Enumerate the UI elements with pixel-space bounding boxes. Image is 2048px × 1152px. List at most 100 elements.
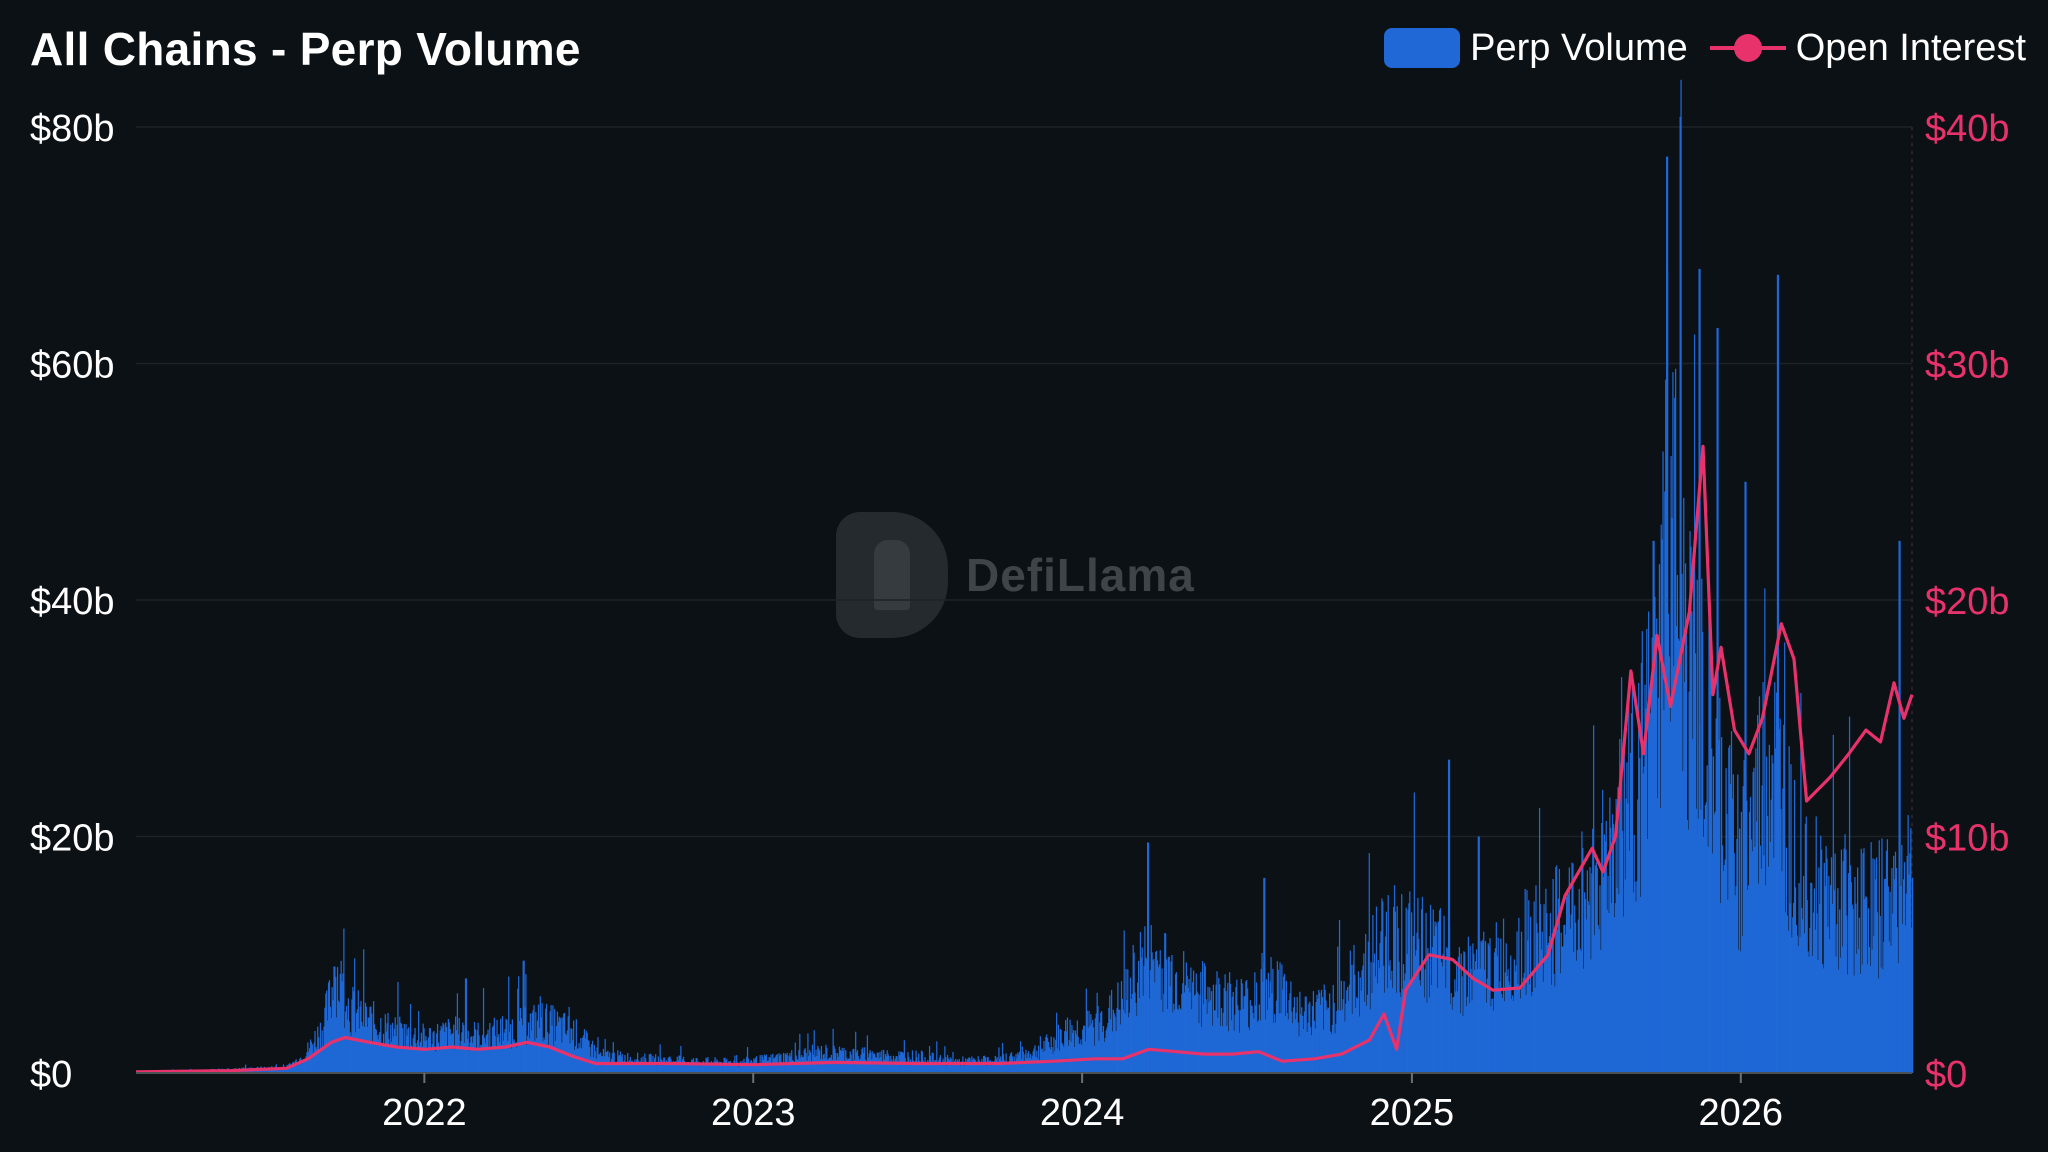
volume-bar — [367, 1017, 369, 1073]
volume-bar — [503, 1032, 505, 1073]
volume-bar — [940, 1062, 942, 1073]
volume-bar — [1682, 771, 1684, 1073]
volume-bar — [767, 1060, 769, 1073]
volume-bar — [1473, 953, 1475, 1073]
volume-bar — [259, 1069, 261, 1073]
volume-bar — [1195, 973, 1197, 1073]
volume-bar — [1119, 1024, 1122, 1073]
volume-bar — [622, 1061, 624, 1073]
volume-bar — [1555, 867, 1557, 1073]
volume-bar — [1713, 814, 1716, 1073]
volume-bar — [1535, 885, 1537, 1073]
volume-bar — [817, 1045, 819, 1073]
volume-bar — [502, 1040, 504, 1073]
volume-bar — [713, 1061, 715, 1073]
volume-bar — [432, 1032, 434, 1073]
volume-bar — [942, 1058, 944, 1073]
volume-bar — [1401, 988, 1404, 1073]
volume-bar — [474, 1028, 477, 1073]
legend-item-open-interest[interactable]: Open Interest — [1709, 27, 2026, 70]
volume-bar — [449, 1028, 451, 1073]
volume-bar — [1490, 1006, 1492, 1073]
volume-bar — [633, 1062, 635, 1073]
volume-peak-bar — [1776, 274, 1780, 1073]
volume-bar — [1200, 971, 1202, 1073]
volume-bar — [415, 1043, 417, 1073]
volume-bar — [843, 1047, 845, 1073]
volume-bar — [1314, 1028, 1316, 1073]
volume-bar — [1136, 1016, 1138, 1073]
volume-bar — [1829, 939, 1831, 1073]
volume-bar — [1545, 888, 1547, 1073]
volume-bar — [866, 1035, 869, 1073]
volume-bar — [1838, 969, 1840, 1073]
volume-bar — [526, 1044, 528, 1073]
volume-bar — [1205, 999, 1207, 1073]
volume-bar — [693, 1062, 696, 1073]
volume-bar — [1019, 1041, 1022, 1073]
volume-bar — [712, 1063, 714, 1073]
volume-bar — [1275, 1000, 1278, 1073]
volume-bar — [1242, 1008, 1244, 1073]
volume-bar — [841, 1047, 843, 1073]
volume-bar — [1687, 829, 1689, 1073]
volume-bar — [1605, 820, 1607, 1073]
volume-bar — [528, 1038, 531, 1073]
volume-bar — [990, 1060, 992, 1073]
volume-bar — [396, 1024, 398, 1073]
volume-bar — [1114, 1016, 1116, 1073]
volume-bar — [991, 1065, 993, 1073]
volume-bar — [1004, 1064, 1006, 1073]
volume-bar — [1393, 885, 1396, 1073]
volume-peak-bar — [1666, 156, 1669, 1073]
volume-bar — [388, 1038, 390, 1073]
volume-peak-bar — [1698, 268, 1701, 1073]
volume-bar — [1414, 955, 1416, 1073]
volume-bar — [972, 1059, 974, 1073]
volume-bar — [686, 1063, 688, 1073]
volume-bar — [1415, 950, 1417, 1073]
volume-bar — [920, 1050, 923, 1073]
volume-bar — [520, 1018, 523, 1073]
volume-bar — [690, 1065, 692, 1073]
volume-bar — [1497, 937, 1499, 1073]
volume-bar — [376, 1035, 378, 1073]
volume-bar — [1677, 638, 1679, 1073]
volume-bar — [802, 1056, 805, 1073]
volume-bar — [1613, 917, 1615, 1073]
volume-bar — [818, 1048, 820, 1073]
volume-bar — [913, 1062, 915, 1073]
volume-bar — [1571, 862, 1573, 1073]
volume-bar — [1123, 930, 1125, 1073]
volume-bar — [1541, 931, 1543, 1073]
volume-bar — [571, 1028, 573, 1073]
volume-bar — [1028, 1057, 1031, 1073]
volume-bar — [366, 1026, 368, 1073]
volume-bar — [911, 1050, 914, 1073]
volume-bar — [836, 1059, 838, 1073]
volume-bar — [711, 1063, 714, 1073]
volume-bar — [414, 1027, 416, 1073]
volume-bar — [1282, 989, 1284, 1073]
volume-bar — [1701, 578, 1703, 1073]
volume-bar — [958, 1058, 960, 1073]
volume-bar — [277, 1067, 279, 1073]
volume-bar — [864, 1059, 867, 1073]
volume-bar — [1073, 1030, 1075, 1073]
volume-bar — [855, 1031, 857, 1073]
volume-bar — [1178, 1005, 1180, 1073]
volume-bar — [1386, 988, 1388, 1073]
left-axis-tick-label: $80b — [30, 108, 115, 150]
volume-bar — [1168, 956, 1170, 1073]
volume-bar — [1686, 819, 1688, 1073]
volume-bar — [995, 1058, 997, 1073]
volume-bar — [495, 1046, 497, 1073]
volume-bar — [393, 1028, 395, 1073]
volume-bar — [941, 1065, 943, 1073]
legend-item-perp-volume[interactable]: Perp Volume — [1384, 27, 1688, 70]
volume-bar — [1225, 991, 1227, 1073]
volume-bar — [1609, 797, 1611, 1073]
volume-bar — [1219, 984, 1221, 1073]
volume-bar — [1855, 903, 1857, 1073]
volume-bar — [1772, 763, 1774, 1073]
